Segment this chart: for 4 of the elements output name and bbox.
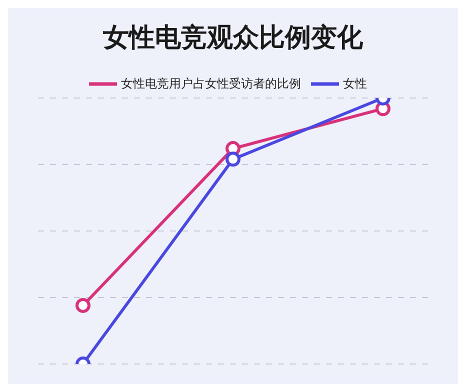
legend-label: 女性电竞用户占女性受访者的比例 (121, 76, 301, 90)
legend-label: 女性 (343, 76, 367, 90)
chart-title: 女性电竞观众比例变化 (102, 22, 364, 55)
point (226, 152, 240, 167)
